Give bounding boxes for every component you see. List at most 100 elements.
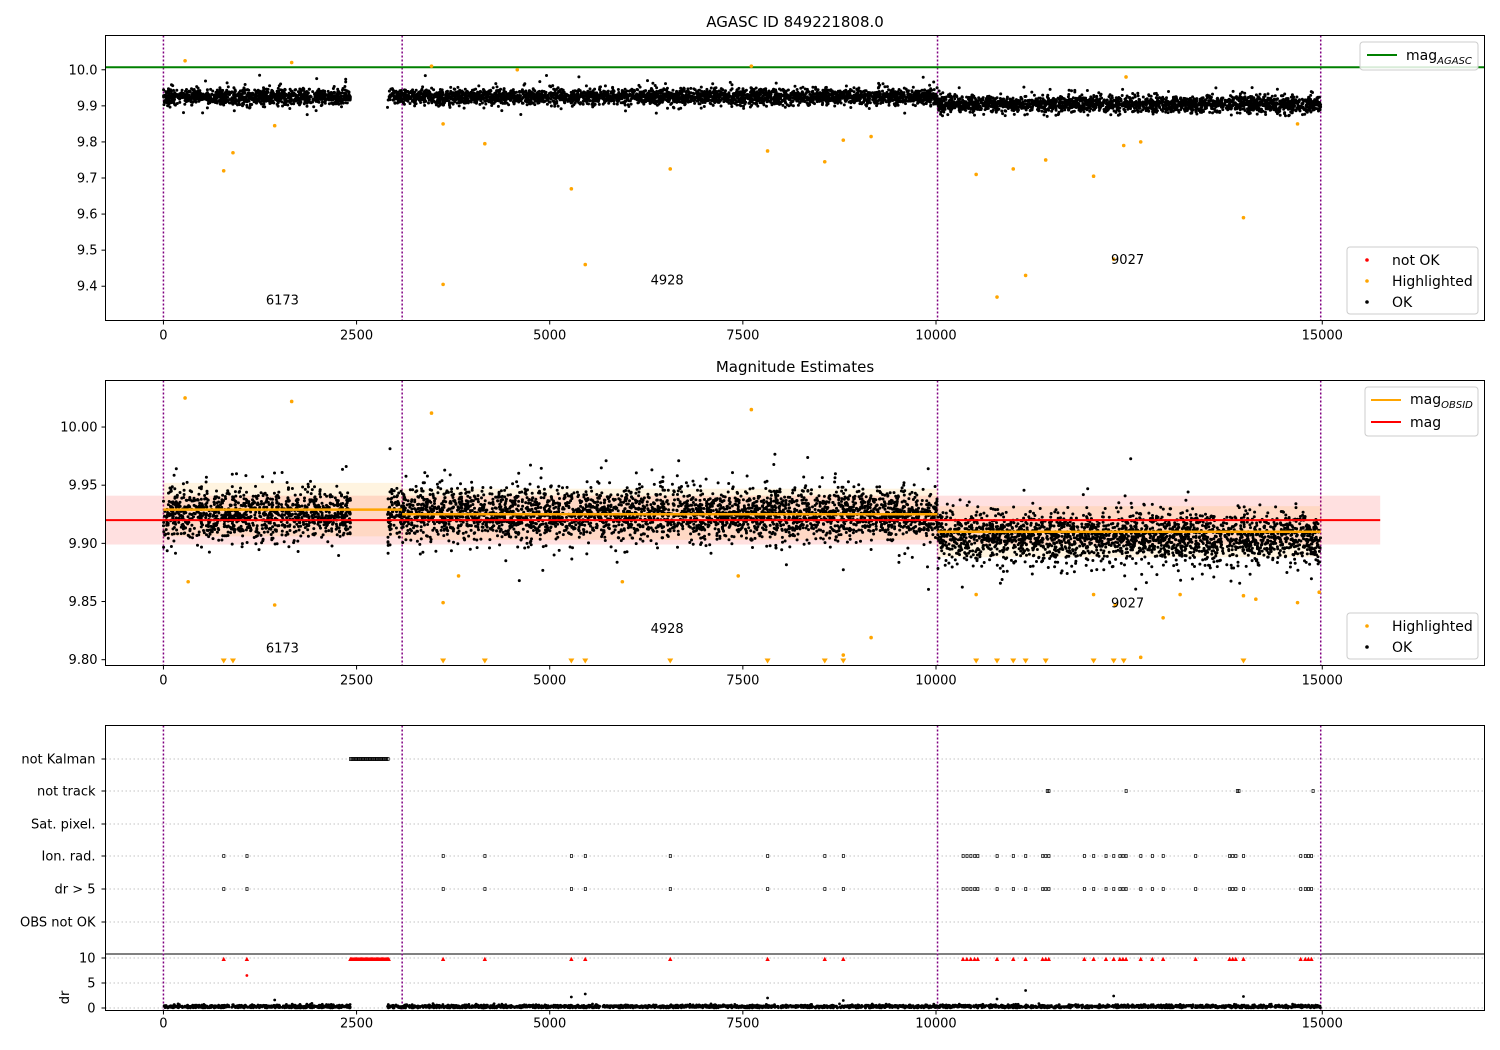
ok-point	[497, 94, 501, 98]
ok-point	[207, 92, 210, 96]
ok-point	[282, 93, 286, 97]
ok-point	[493, 91, 497, 95]
ok-point	[503, 96, 507, 100]
ok-point	[298, 103, 301, 107]
ok-point	[262, 86, 265, 90]
ok-point	[588, 94, 592, 98]
ok-point	[1235, 111, 1239, 115]
ok-point	[171, 84, 175, 88]
ok-point	[781, 103, 785, 107]
ok-point	[655, 89, 659, 93]
ok-point	[676, 98, 680, 102]
ok-point	[763, 87, 767, 91]
ok-point	[519, 113, 523, 116]
ok-point	[765, 100, 769, 104]
ok-point	[946, 113, 950, 117]
ok-point	[173, 91, 177, 95]
ok-point	[549, 91, 553, 95]
ok-point	[175, 94, 179, 98]
ok-point	[525, 103, 529, 107]
ok-point	[730, 83, 734, 87]
ok-point	[515, 90, 518, 94]
ok-point	[193, 96, 197, 100]
ok-point	[655, 94, 659, 97]
ok-point	[258, 100, 262, 104]
ok-point	[854, 93, 858, 96]
ok-point	[798, 100, 802, 104]
ok-point	[544, 90, 548, 94]
ok-point	[616, 99, 620, 103]
ok-point	[453, 87, 457, 91]
ok-point	[902, 86, 906, 90]
ok-point	[497, 99, 501, 103]
ok-point	[637, 83, 641, 87]
ok-point	[852, 86, 856, 90]
ok-point	[611, 88, 615, 92]
ok-point	[817, 95, 821, 99]
ok-point	[726, 99, 730, 103]
ok-point	[910, 90, 914, 94]
ok-point	[799, 95, 803, 99]
ok-point	[423, 103, 427, 107]
ok-point	[522, 95, 525, 99]
ok-point	[921, 75, 925, 79]
ok-point	[808, 92, 812, 96]
ok-point	[341, 87, 345, 90]
ok-point	[225, 99, 229, 103]
ok-point	[162, 88, 166, 92]
ok-point	[463, 99, 467, 103]
ok-point	[802, 98, 806, 101]
ok-point	[1216, 96, 1219, 100]
ok-point	[444, 97, 448, 101]
ok-point	[692, 99, 696, 103]
ok-point	[427, 94, 431, 98]
ok-point	[642, 100, 646, 104]
ok-point	[257, 97, 261, 101]
ok-point	[655, 100, 659, 104]
ok-point	[759, 90, 763, 94]
ok-point	[748, 99, 752, 103]
ok-point	[527, 98, 531, 102]
ok-point	[496, 104, 500, 108]
ok-point	[189, 100, 193, 104]
ok-point	[821, 94, 825, 98]
ok-point	[883, 95, 887, 99]
ok-point	[211, 100, 215, 104]
ok-point	[750, 90, 754, 94]
ok-point	[719, 104, 723, 108]
ok-point	[925, 99, 929, 103]
ok-point	[883, 92, 887, 96]
ok-point	[266, 87, 270, 91]
ok-point	[873, 92, 876, 96]
ok-point	[538, 80, 542, 84]
ok-point	[862, 94, 866, 98]
ok-point	[798, 98, 802, 101]
ok-point	[334, 96, 338, 100]
ok-point	[874, 97, 877, 101]
ok-point	[709, 86, 713, 90]
ok-point	[555, 93, 559, 97]
ok-point	[655, 86, 659, 90]
ok-point	[430, 101, 434, 105]
ok-point	[827, 92, 831, 96]
ok-point	[250, 97, 254, 101]
ok-point	[928, 83, 932, 87]
ok-point	[276, 86, 280, 90]
ok-point	[646, 79, 649, 83]
ok-point	[527, 89, 531, 93]
ok-point	[336, 90, 340, 94]
ok-point	[698, 102, 702, 106]
ok-point	[911, 85, 915, 89]
ok-point	[760, 101, 764, 105]
ok-point	[183, 102, 187, 106]
ok-point	[752, 101, 756, 105]
ok-point	[438, 91, 442, 95]
ok-point	[470, 88, 474, 92]
ok-point	[261, 105, 265, 109]
ok-point	[409, 90, 413, 94]
ok-point	[722, 100, 726, 104]
ok-point	[783, 105, 787, 109]
ok-point	[252, 100, 256, 104]
ok-point	[402, 97, 406, 101]
ok-point	[552, 99, 556, 103]
